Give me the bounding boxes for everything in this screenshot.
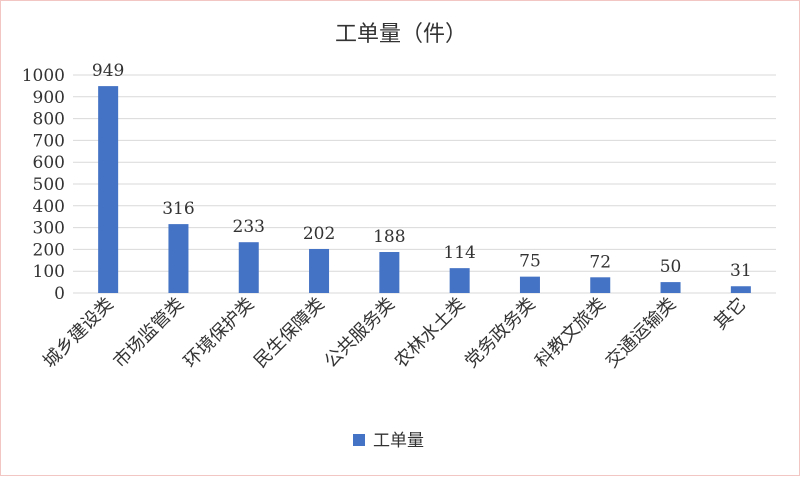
bar xyxy=(660,282,681,293)
x-category-label: 城乡建设类 xyxy=(39,294,117,372)
bar xyxy=(730,286,751,293)
bar xyxy=(168,224,189,293)
bar xyxy=(519,276,540,293)
data-label: 75 xyxy=(519,252,541,272)
bars xyxy=(98,86,751,293)
y-tick-label: 100 xyxy=(33,262,65,282)
x-category-label: 公共服务类 xyxy=(320,294,398,372)
x-category-label: 科教文旅类 xyxy=(531,294,609,372)
y-tick-label: 800 xyxy=(33,110,65,130)
legend-label: 工单量 xyxy=(373,431,424,451)
x-category-label: 市场监管类 xyxy=(109,294,187,372)
data-labels: 949 316 233 202 188 114 75 72 50 31 xyxy=(92,61,752,281)
y-tick-label: 300 xyxy=(33,219,65,239)
y-tick-label: 600 xyxy=(33,153,65,173)
data-label: 202 xyxy=(303,224,335,244)
y-tick-label: 200 xyxy=(33,240,65,260)
data-label: 31 xyxy=(730,261,752,281)
data-label: 50 xyxy=(660,257,682,277)
legend: 工单量 xyxy=(353,431,424,451)
data-label: 72 xyxy=(589,252,611,272)
x-category-label: 环境保护类 xyxy=(180,294,258,372)
y-tick-label: 400 xyxy=(33,197,65,217)
data-label: 949 xyxy=(92,61,124,81)
bar xyxy=(309,248,330,293)
data-label: 114 xyxy=(443,243,475,263)
x-category-label: 农林水土类 xyxy=(391,294,469,372)
data-label: 188 xyxy=(373,227,405,247)
bar xyxy=(98,86,119,293)
x-category-label: 民生保障类 xyxy=(250,294,328,372)
bar xyxy=(379,252,400,293)
x-category-label: 党务政务类 xyxy=(461,294,539,372)
bar xyxy=(590,277,611,293)
y-tick-label: 900 xyxy=(33,88,65,108)
bar xyxy=(449,268,470,293)
x-category-label: 其它 xyxy=(710,294,750,334)
data-label: 316 xyxy=(162,199,194,219)
x-category-label: 交通运输类 xyxy=(602,294,680,372)
legend-swatch xyxy=(353,434,365,446)
y-tick-label: 500 xyxy=(33,175,65,195)
gridlines xyxy=(73,74,776,294)
x-axis-labels: 城乡建设类市场监管类环境保护类民生保障类公共服务类农林水土类党务政务类科教文旅类… xyxy=(39,294,750,372)
y-tick-label: 0 xyxy=(54,284,65,304)
bar xyxy=(238,242,259,293)
y-tick-label: 1000 xyxy=(22,66,65,86)
chart-title: 工单量（件） xyxy=(335,22,467,47)
y-tick-label: 700 xyxy=(33,131,65,151)
data-label: 233 xyxy=(233,217,265,237)
